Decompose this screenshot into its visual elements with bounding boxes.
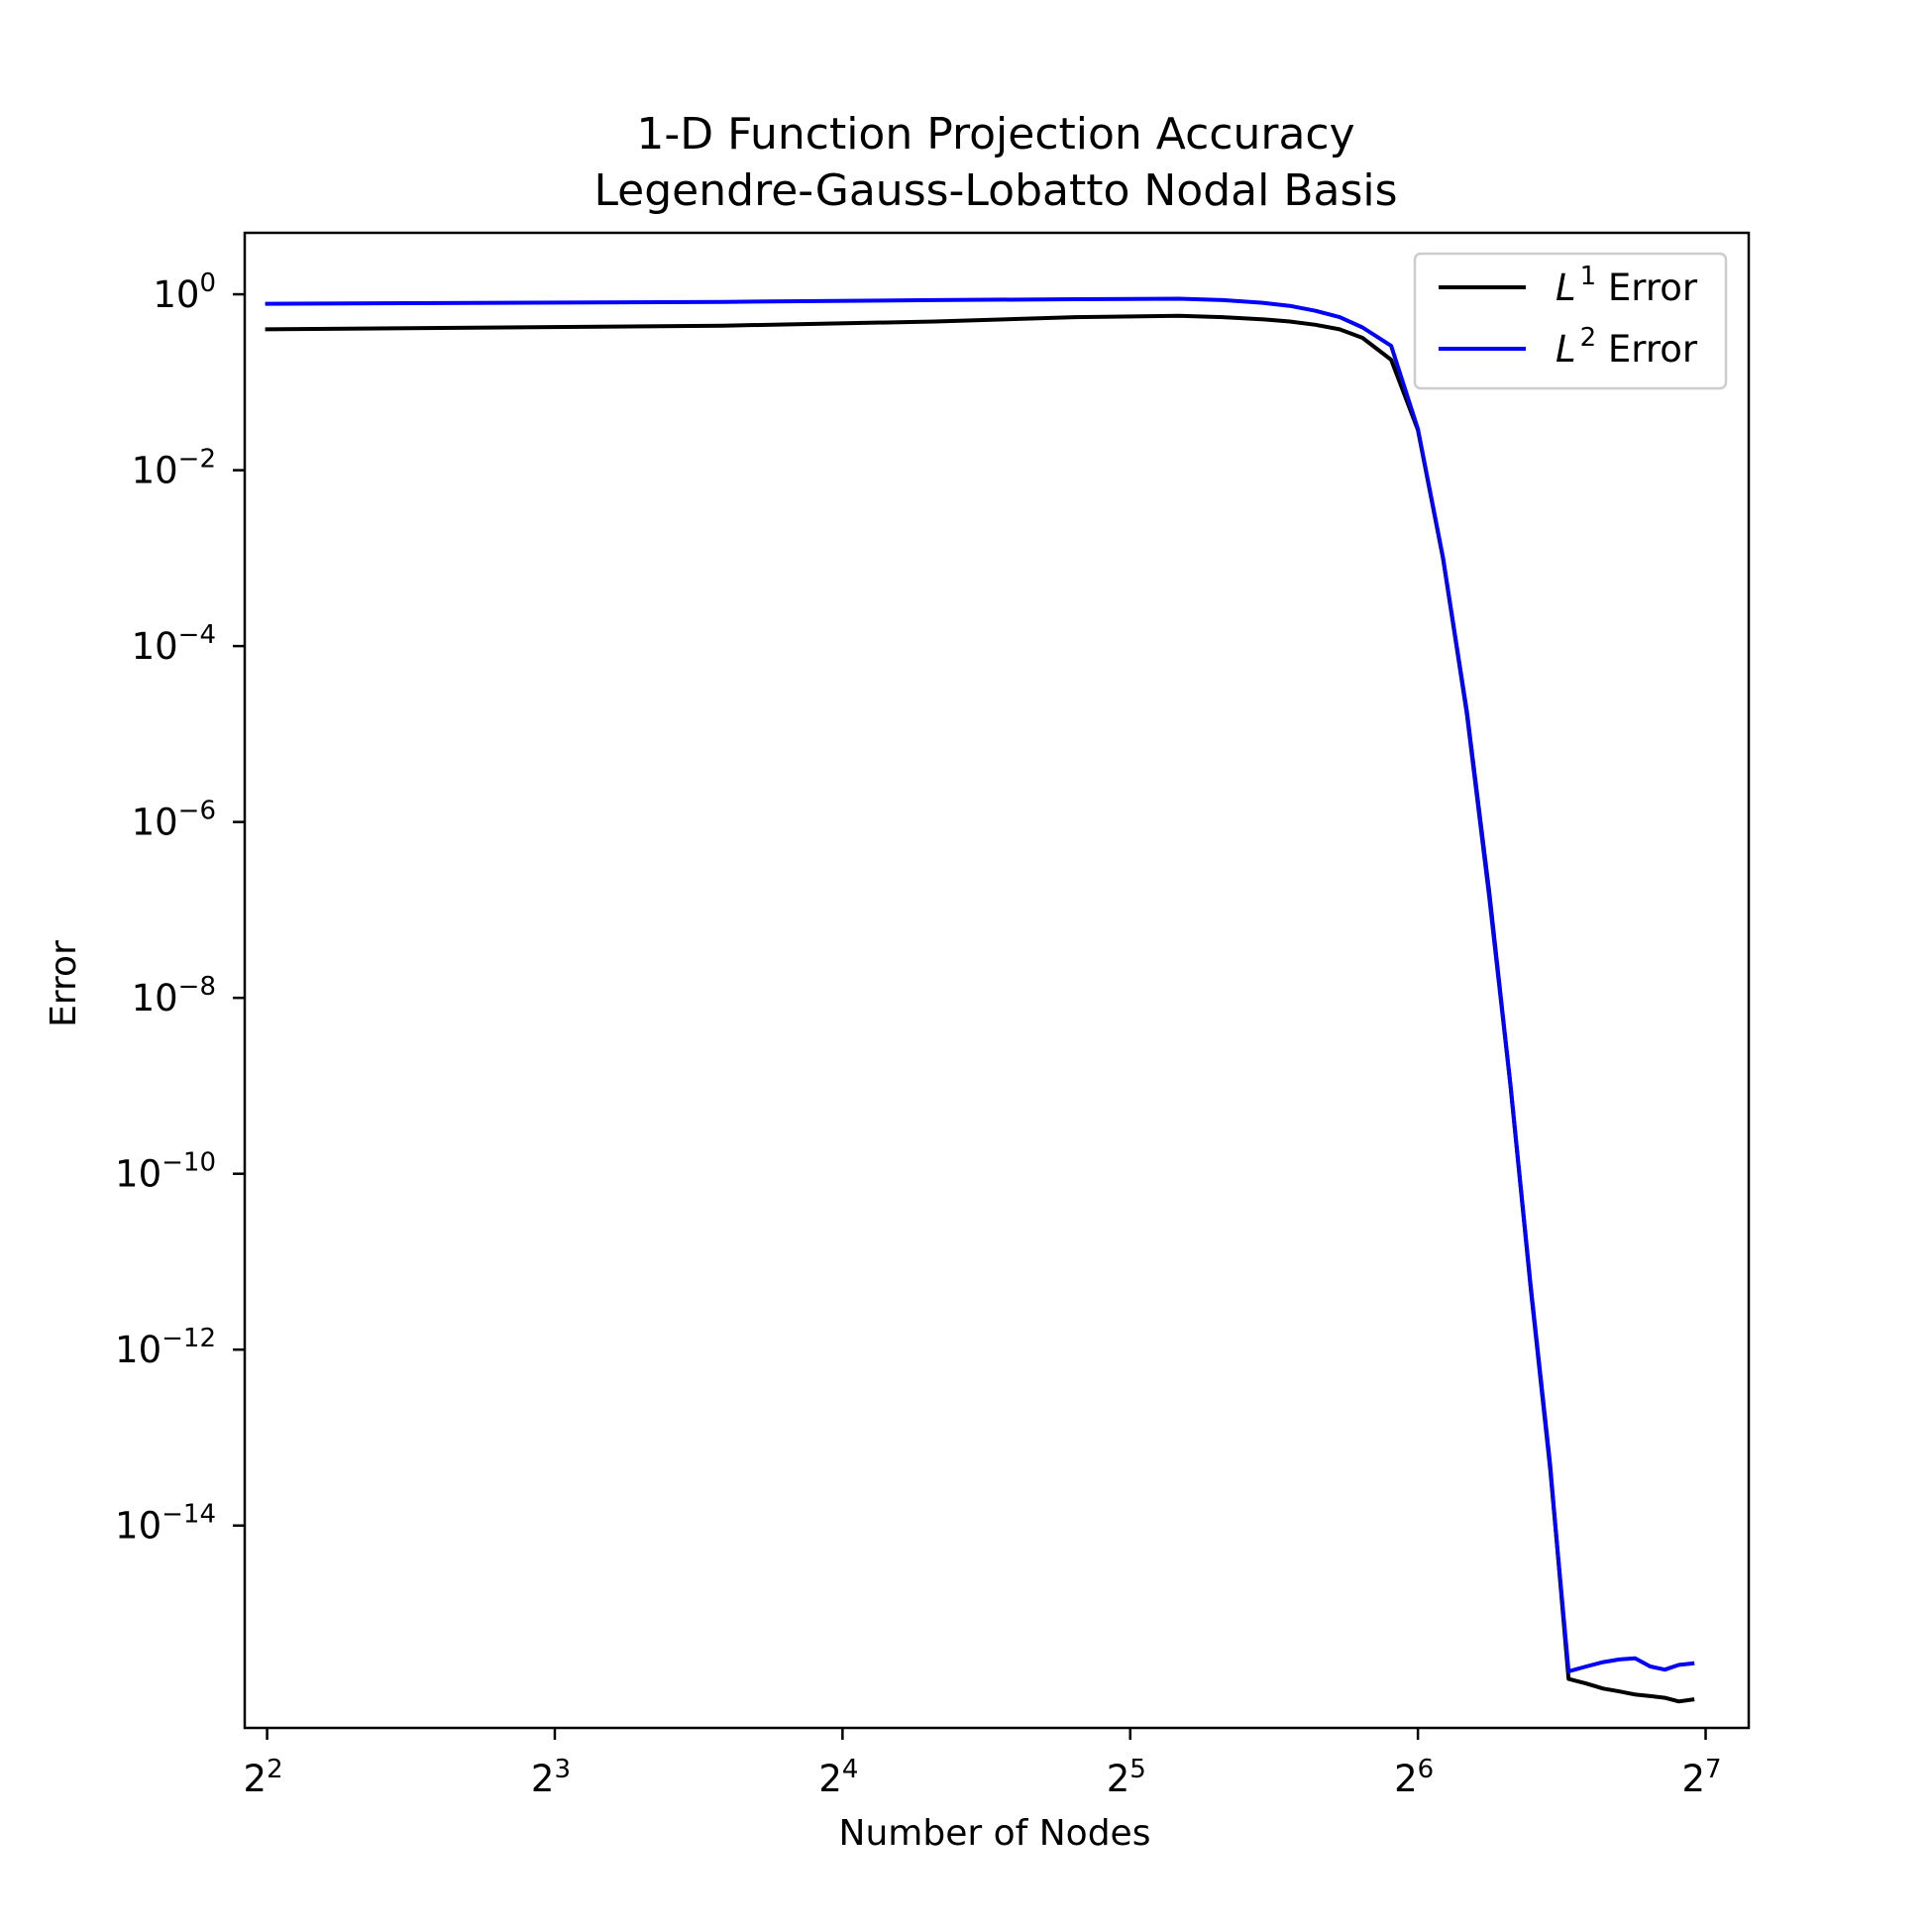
y-tick-label-2: 10−2 <box>132 445 216 492</box>
x-axis-ticks: 22 23 24 25 26 27 <box>244 1728 1722 1800</box>
chart-title-line-2: Legendre-Gauss-Lobatto Nodal Basis <box>593 165 1397 216</box>
series-line-2 <box>265 296 1695 1673</box>
x-tick-label-4: 25 <box>1107 1755 1146 1800</box>
chart-title-line-1: 1-D Function Projection Accuracy <box>636 109 1354 160</box>
x-tick-label-5: 26 <box>1394 1755 1434 1800</box>
y-axis-label: Error <box>44 940 84 1027</box>
x-tick-label-6: 27 <box>1681 1755 1721 1800</box>
plot-area <box>243 231 1751 1730</box>
y-tick-label-4: 10−6 <box>132 797 216 844</box>
y-tick-label-3: 10−4 <box>132 620 216 668</box>
x-axis-label: Number of Nodes <box>839 1813 1151 1854</box>
x-tick-label-1: 22 <box>244 1755 283 1800</box>
x-tick-label-3: 24 <box>818 1755 858 1800</box>
y-tick-label-1: 100 <box>153 268 216 316</box>
axes-frame <box>243 231 1751 1730</box>
series-layer <box>265 296 1695 1704</box>
y-tick-label-8: 10−14 <box>115 1500 216 1548</box>
y-tick-label-5: 10−8 <box>132 972 216 1020</box>
x-tick-label-2: 23 <box>531 1755 571 1800</box>
y-tick-label-7: 10−12 <box>115 1324 216 1371</box>
y-axis-ticks: 100 10−2 10−4 10−6 10−8 10−10 10−12 10−14 <box>115 268 245 1548</box>
y-tick-label-6: 10−10 <box>115 1148 216 1196</box>
